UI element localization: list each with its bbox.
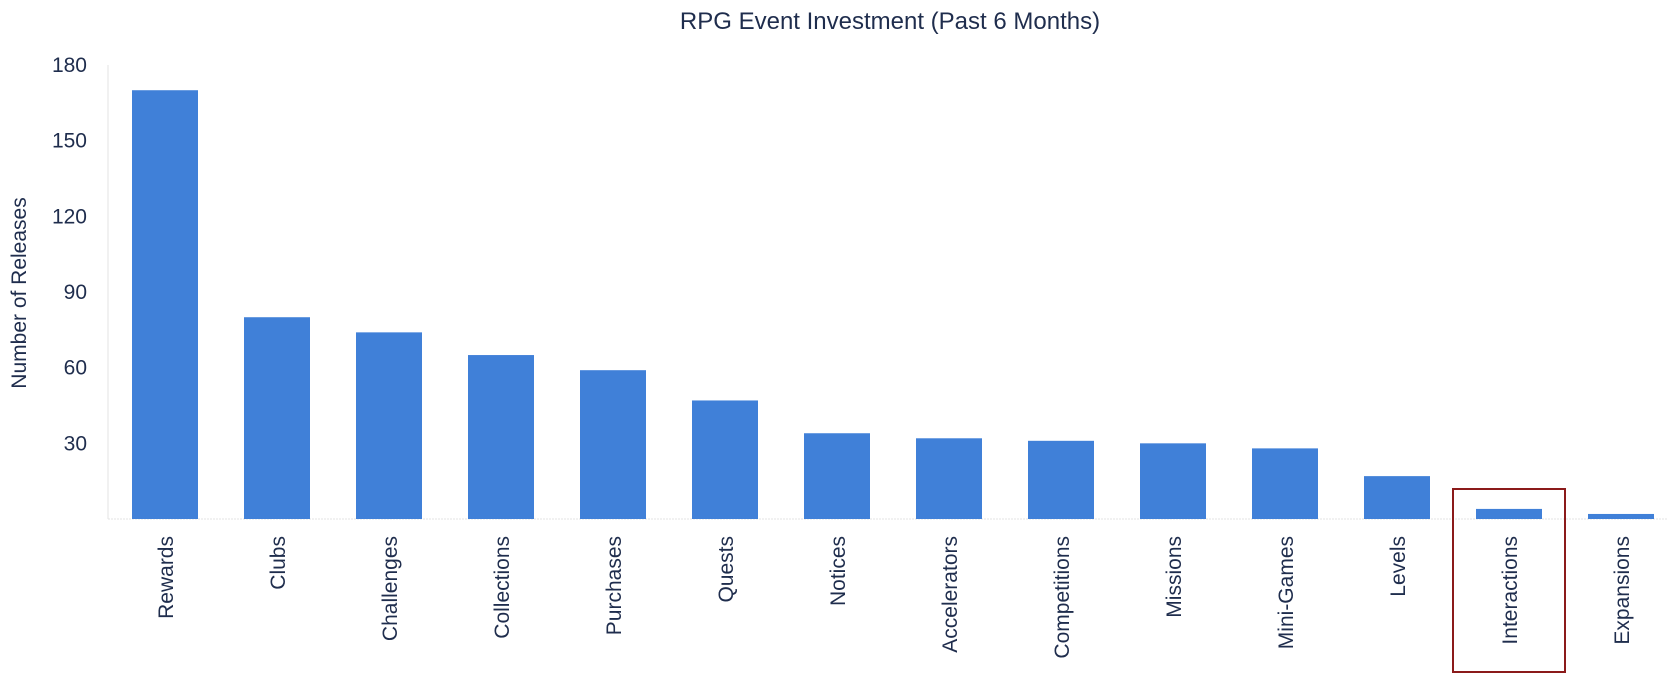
x-tick-label-rewards: Rewards bbox=[155, 536, 178, 619]
x-tick-labels: Rewards Clubs Challenges Collections Purchas… bbox=[155, 536, 1634, 659]
y-tick-label: 120 bbox=[52, 205, 87, 228]
bars bbox=[132, 90, 1654, 519]
x-tick-label-purchases: Purchases bbox=[603, 536, 626, 635]
bar-expansions bbox=[1588, 513, 1654, 519]
bar-rewards bbox=[132, 90, 198, 519]
y-tick-label: 150 bbox=[52, 130, 87, 153]
x-tick-label-mini-games: Mini-Games bbox=[1275, 536, 1298, 649]
x-tick-label-quests: Quests bbox=[715, 536, 738, 603]
bar-notices bbox=[804, 433, 870, 519]
bar-competitions bbox=[1028, 440, 1094, 519]
y-tick-label: 180 bbox=[52, 54, 87, 77]
x-tick-label-interactions: Interactions bbox=[1499, 536, 1522, 645]
x-tick-label-clubs: Clubs bbox=[267, 536, 290, 590]
x-tick-label-levels: Levels bbox=[1387, 536, 1410, 597]
bar-collections bbox=[468, 355, 534, 519]
x-tick-label-missions: Missions bbox=[1163, 536, 1186, 618]
y-tick-label: 60 bbox=[64, 357, 87, 380]
bar-quests bbox=[692, 400, 758, 519]
x-tick-label-accelerators: Accelerators bbox=[939, 536, 962, 653]
bar-interactions bbox=[1476, 508, 1542, 519]
highlight-annotation bbox=[1452, 488, 1566, 673]
bar-challenges bbox=[356, 332, 422, 519]
bar-missions bbox=[1140, 443, 1206, 519]
x-tick-label-expansions: Expansions bbox=[1611, 536, 1634, 645]
x-tick-label-challenges: Challenges bbox=[379, 536, 402, 641]
y-axis-label: Number of Releases bbox=[8, 197, 31, 388]
y-tick-labels: 30 60 90 120 150 180 bbox=[52, 54, 87, 455]
y-tick-label: 30 bbox=[64, 432, 87, 455]
bar-levels bbox=[1364, 476, 1430, 519]
bar-purchases bbox=[580, 370, 646, 519]
bar-mini-games bbox=[1252, 448, 1318, 519]
y-tick-label: 90 bbox=[64, 281, 87, 304]
highlight-box bbox=[1452, 488, 1566, 673]
x-tick-label-competitions: Competitions bbox=[1051, 536, 1074, 659]
chart-title: RPG Event Investment (Past 6 Months) bbox=[680, 8, 1100, 35]
bar-accelerators bbox=[916, 438, 982, 519]
x-tick-label-notices: Notices bbox=[827, 536, 850, 606]
bar-clubs bbox=[244, 317, 310, 519]
x-tick-label-collections: Collections bbox=[491, 536, 514, 639]
